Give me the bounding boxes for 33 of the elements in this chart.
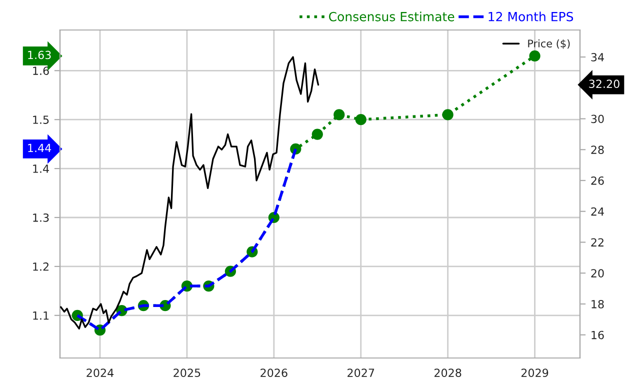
y2-tick-label: 24 — [591, 207, 604, 216]
y-tick-label: 1.3 — [33, 213, 49, 222]
x-tick-label: 2027 — [348, 368, 374, 378]
y-tick-label: 1.1 — [33, 312, 49, 320]
y2-tick-label: 18 — [592, 300, 604, 308]
point — [442, 109, 454, 120]
legend-label: Consensus Estimate — [329, 12, 454, 22]
point — [312, 128, 323, 140]
y2-tick-label: 34 — [591, 52, 604, 62]
x-tick-label: 2024 — [86, 368, 114, 378]
x-tick-label: 2029 — [521, 368, 548, 378]
line-series — [60, 56, 320, 330]
point — [529, 50, 540, 62]
y2-tick-label: 30 — [591, 114, 604, 124]
y2-tick-label: 22 — [591, 238, 604, 246]
y-tick-label: 1.6 — [33, 66, 49, 76]
y2-tick-label: 20 — [591, 269, 604, 278]
y2-tick-label: 26 — [591, 176, 604, 185]
y-tick-label: 1.5 — [33, 116, 49, 124]
text: 1.44 — [28, 144, 52, 152]
point — [355, 114, 366, 126]
legend-label: 12 Month EPS — [488, 12, 574, 22]
y-tick-label: 1.4 — [33, 164, 49, 173]
x-tick-label: 2026 — [260, 368, 288, 378]
x-tick-label: 2028 — [434, 368, 462, 378]
text: 32.20 — [589, 80, 620, 88]
y2-tick-label: 16 — [592, 330, 604, 340]
y2-tick-label: 28 — [591, 146, 604, 154]
x-tick-label: 2025 — [174, 368, 200, 378]
text: 1.63 — [28, 50, 51, 60]
point — [334, 109, 345, 120]
y-tick-label: 1.2 — [33, 262, 48, 271]
legend-label: Price ($) — [528, 39, 570, 49]
